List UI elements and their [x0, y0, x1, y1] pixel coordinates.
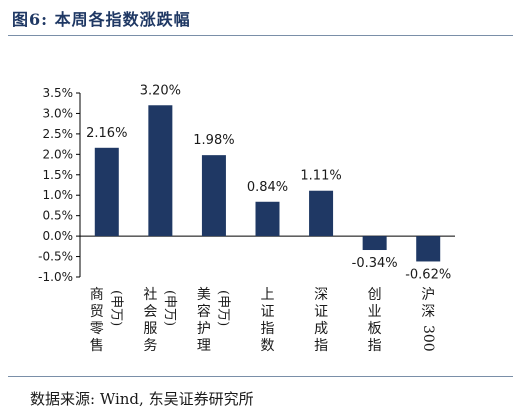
data-label: 1.98%	[193, 133, 234, 148]
x-tick-label: 证	[314, 304, 328, 320]
y-tick-label: 0.5%	[43, 209, 74, 223]
bar	[94, 147, 119, 237]
x-tick-label: 社	[143, 287, 157, 303]
y-tick-label: 1.5%	[43, 168, 74, 182]
x-tick-label-suffix: (申万)	[215, 290, 230, 326]
x-tick-label: 300	[420, 325, 436, 352]
x-tick-label: 贸	[90, 304, 104, 320]
x-tick-label: 沪	[421, 287, 435, 303]
data-label: 0.84%	[247, 180, 288, 195]
data-label: -0.62%	[405, 267, 451, 282]
source-divider	[8, 376, 513, 377]
x-tick-label: 深	[314, 287, 328, 303]
x-tick-label: 务	[143, 338, 157, 354]
bar	[148, 105, 173, 237]
y-tick-label: -1.0%	[38, 270, 73, 284]
x-tick-label: 美	[197, 287, 211, 303]
data-label: -0.34%	[352, 256, 398, 271]
bar	[201, 155, 226, 237]
y-tick-label: 0.0%	[43, 229, 74, 243]
bar	[309, 190, 334, 237]
x-tick-label: 创	[368, 287, 382, 303]
y-tick-label: 3.5%	[43, 86, 74, 100]
y-tick-label: 1.0%	[43, 188, 74, 202]
x-tick-label-suffix: (申万)	[108, 290, 123, 326]
data-label: 2.16%	[86, 126, 127, 141]
x-tick-label-suffix: (申万)	[162, 290, 177, 326]
bar	[416, 236, 441, 262]
bar-chart: 3.5% 3.0% 2.5% 2.0% 1.5% 1.0% 0.5% 0.0% -0.5% -1.…	[38, 83, 455, 354]
title-divider	[8, 35, 513, 36]
x-tick-label: 指	[261, 321, 275, 337]
x-tick-label: 业	[368, 304, 382, 320]
y-tick-label: 3.0%	[43, 106, 74, 120]
y-tick-label: -0.5%	[38, 250, 73, 264]
chart-title: 图6: 本周各指数涨跌幅	[12, 10, 191, 29]
data-source-note: 数据来源: Wind, 东吴证券研究所	[30, 390, 254, 408]
x-tick-label: 指	[368, 338, 382, 354]
bar	[362, 236, 387, 251]
bar	[255, 201, 280, 237]
x-tick-label: 服	[143, 321, 157, 337]
data-label: 1.11%	[300, 169, 341, 184]
x-tick-label: 板	[368, 321, 382, 337]
x-tick-label: 零	[90, 321, 104, 337]
x-tick-label: 证	[261, 304, 275, 320]
x-tick-label: 容	[197, 303, 211, 320]
x-tick-label: 深	[421, 304, 435, 320]
x-tick-label: 成	[314, 321, 328, 337]
x-tick-label: 理	[197, 338, 211, 354]
y-tick-label: 2.5%	[43, 127, 74, 141]
data-label: 3.20%	[140, 83, 181, 98]
x-tick-label: 护	[197, 321, 211, 337]
x-tick-label: 指	[314, 338, 328, 354]
x-tick-label: 售	[90, 338, 104, 354]
x-tick-label: 商	[90, 287, 104, 303]
x-tick-label: 数	[261, 338, 275, 354]
y-tick-label: 2.0%	[43, 147, 74, 161]
x-tick-label: 上	[261, 287, 275, 303]
x-tick-label: 会	[143, 304, 157, 320]
